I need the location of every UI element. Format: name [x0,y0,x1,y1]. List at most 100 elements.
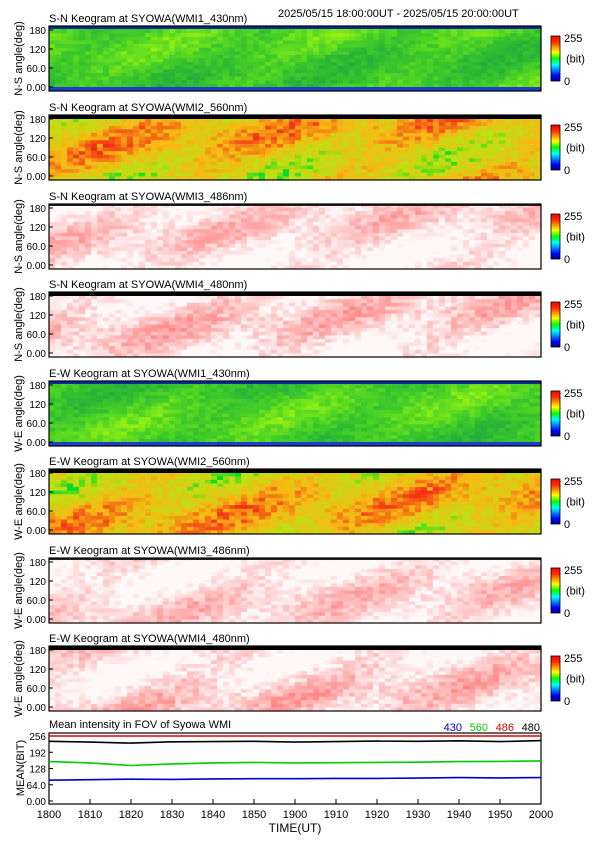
colorbar [550,390,561,437]
angle-tick-label: 120 [29,488,46,499]
colorbar-min: 0 [564,342,570,354]
colorbar [550,567,561,614]
angle-tick-label: 180 [29,26,46,37]
keogram-frame [48,645,542,712]
colorbar [550,213,561,260]
time-tick-label: 1850 [242,809,266,821]
colorbar-unit: (bit) [566,674,585,686]
colorbar-unit: (bit) [566,409,585,421]
keogram-image [49,381,542,447]
time-tick-label: 1930 [406,809,430,821]
legend-560: 560 [470,722,488,734]
time-tick-label: 1940 [447,809,471,821]
keogram-panel: E-W Keogram at SYOWA(WMI4_480nm) W-E angl… [13,633,585,717]
angle-tick-label: 0.00 [27,349,47,360]
series-430-line [48,776,542,781]
colorbar-max: 255 [564,476,582,488]
keogram-frame [48,291,542,358]
keogram-title: E-W Keogram at SYOWA(WMI3_486nm) [49,545,250,557]
angle-tick-label: 0.00 [27,172,47,183]
colorbar-min: 0 [564,608,570,620]
angle-tick-label: 120 [29,311,46,322]
line-y-tick-label: 0.00 [27,797,47,808]
legend-480: 480 [522,722,540,734]
angle-tick-label: 120 [29,223,46,234]
keogram-panel: S-N Keogram at SYOWA(WMI3_486nm) N-S angl… [13,191,585,274]
keogram-image [49,26,542,92]
colorbar-min: 0 [564,165,570,177]
keogram-frame [48,114,542,181]
legend-486: 486 [496,722,514,734]
angle-tick-label: 60.0 [27,153,47,164]
keogram-frame [48,380,542,447]
keogram-panel: S-N Keogram at SYOWA(WMI2_560nm) N-S angl… [13,102,585,185]
colorbar-min: 0 [564,254,570,266]
time-tick-label: 1820 [119,809,143,821]
colorbar [550,124,561,171]
angle-tick-label: 0.00 [27,261,47,272]
keogram-frame [48,25,542,92]
colorbar-max: 255 [564,211,582,223]
keogram-title: S-N Keogram at SYOWA(WMI4_480nm) [49,279,247,291]
colorbar [550,301,561,348]
angle-tick-label: 120 [29,665,46,676]
line-chart-title: Mean intensity in FOV of Syowa WMI [49,719,231,731]
time-axis-label: TIME(UT) [269,821,322,835]
line-y-axis: 256 192 128 64.0 0.00 [27,732,53,808]
keogram-ylabel: N-S angle(deg) [13,21,25,96]
colorbar-unit: (bit) [566,320,585,332]
angle-tick-label: 0.00 [27,438,47,449]
colorbar-unit: (bit) [566,232,585,244]
angle-tick-label: 0.00 [27,526,47,537]
keogram-ylabel: W-E angle(deg) [13,552,25,629]
keogram-ylabel: N-S angle(deg) [13,199,25,274]
angle-tick-label: 60.0 [27,507,47,518]
angle-tick-label: 0.00 [27,703,47,714]
keogram-image [49,558,542,624]
angle-tick-label: 120 [29,134,46,145]
keogram-title: S-N Keogram at SYOWA(WMI1_430nm) [49,13,247,25]
keogram-panel: E-W Keogram at SYOWA(WMI1_430nm) W-E angl… [13,368,585,452]
angle-tick-label: 60.0 [27,242,47,253]
angle-tick-label: 180 [29,115,46,126]
keogram-panel: S-N Keogram at SYOWA(WMI1_430nm) N-S angl… [13,13,585,96]
colorbar-unit: (bit) [566,143,585,155]
keogram-image [49,204,542,270]
colorbar-max: 255 [564,33,582,45]
keogram-ylabel: W-E angle(deg) [13,463,25,540]
line-chart-ylabel: MEAN(BIT) [15,740,27,796]
keogram-panels: S-N Keogram at SYOWA(WMI1_430nm) N-S angl… [13,13,585,717]
keogram-ylabel: W-E angle(deg) [13,375,25,452]
angle-tick-label: 180 [29,558,46,569]
time-tick-label: 1950 [488,809,512,821]
angle-tick-label: 120 [29,577,46,588]
angle-tick-label: 0.00 [27,615,47,626]
time-tick-label: 1840 [201,809,225,821]
angle-tick-label: 120 [29,400,46,411]
keogram-image [49,646,542,712]
colorbar-min: 0 [564,696,570,708]
colorbar-max: 255 [564,388,582,400]
angle-tick-label: 180 [29,381,46,392]
angle-tick-label: 180 [29,204,46,215]
angle-tick-label: 60.0 [27,419,47,430]
line-y-tick-label: 128 [29,765,46,776]
colorbar-unit: (bit) [566,497,585,509]
mean-intensity-panel: Mean intensity in FOV of Syowa WMI 480 48… [15,719,553,835]
angle-tick-label: 0.00 [27,83,47,94]
time-tick-label: 1910 [324,809,348,821]
angle-tick-label: 60.0 [27,596,47,607]
keogram-image [49,469,542,535]
keogram-image [49,115,542,181]
keogram-frame [48,203,542,270]
time-tick-label: 1900 [283,809,307,821]
time-tick-label: 1920 [365,809,389,821]
keogram-frame [48,557,542,624]
colorbar-max: 255 [564,653,582,665]
colorbar-unit: (bit) [566,54,585,66]
angle-tick-label: 120 [29,45,46,56]
colorbar-min: 0 [564,431,570,443]
header-time-range: 2025/05/15 18:00:00UT - 2025/05/15 20:00… [278,8,519,20]
angle-tick-label: 60.0 [27,64,47,75]
